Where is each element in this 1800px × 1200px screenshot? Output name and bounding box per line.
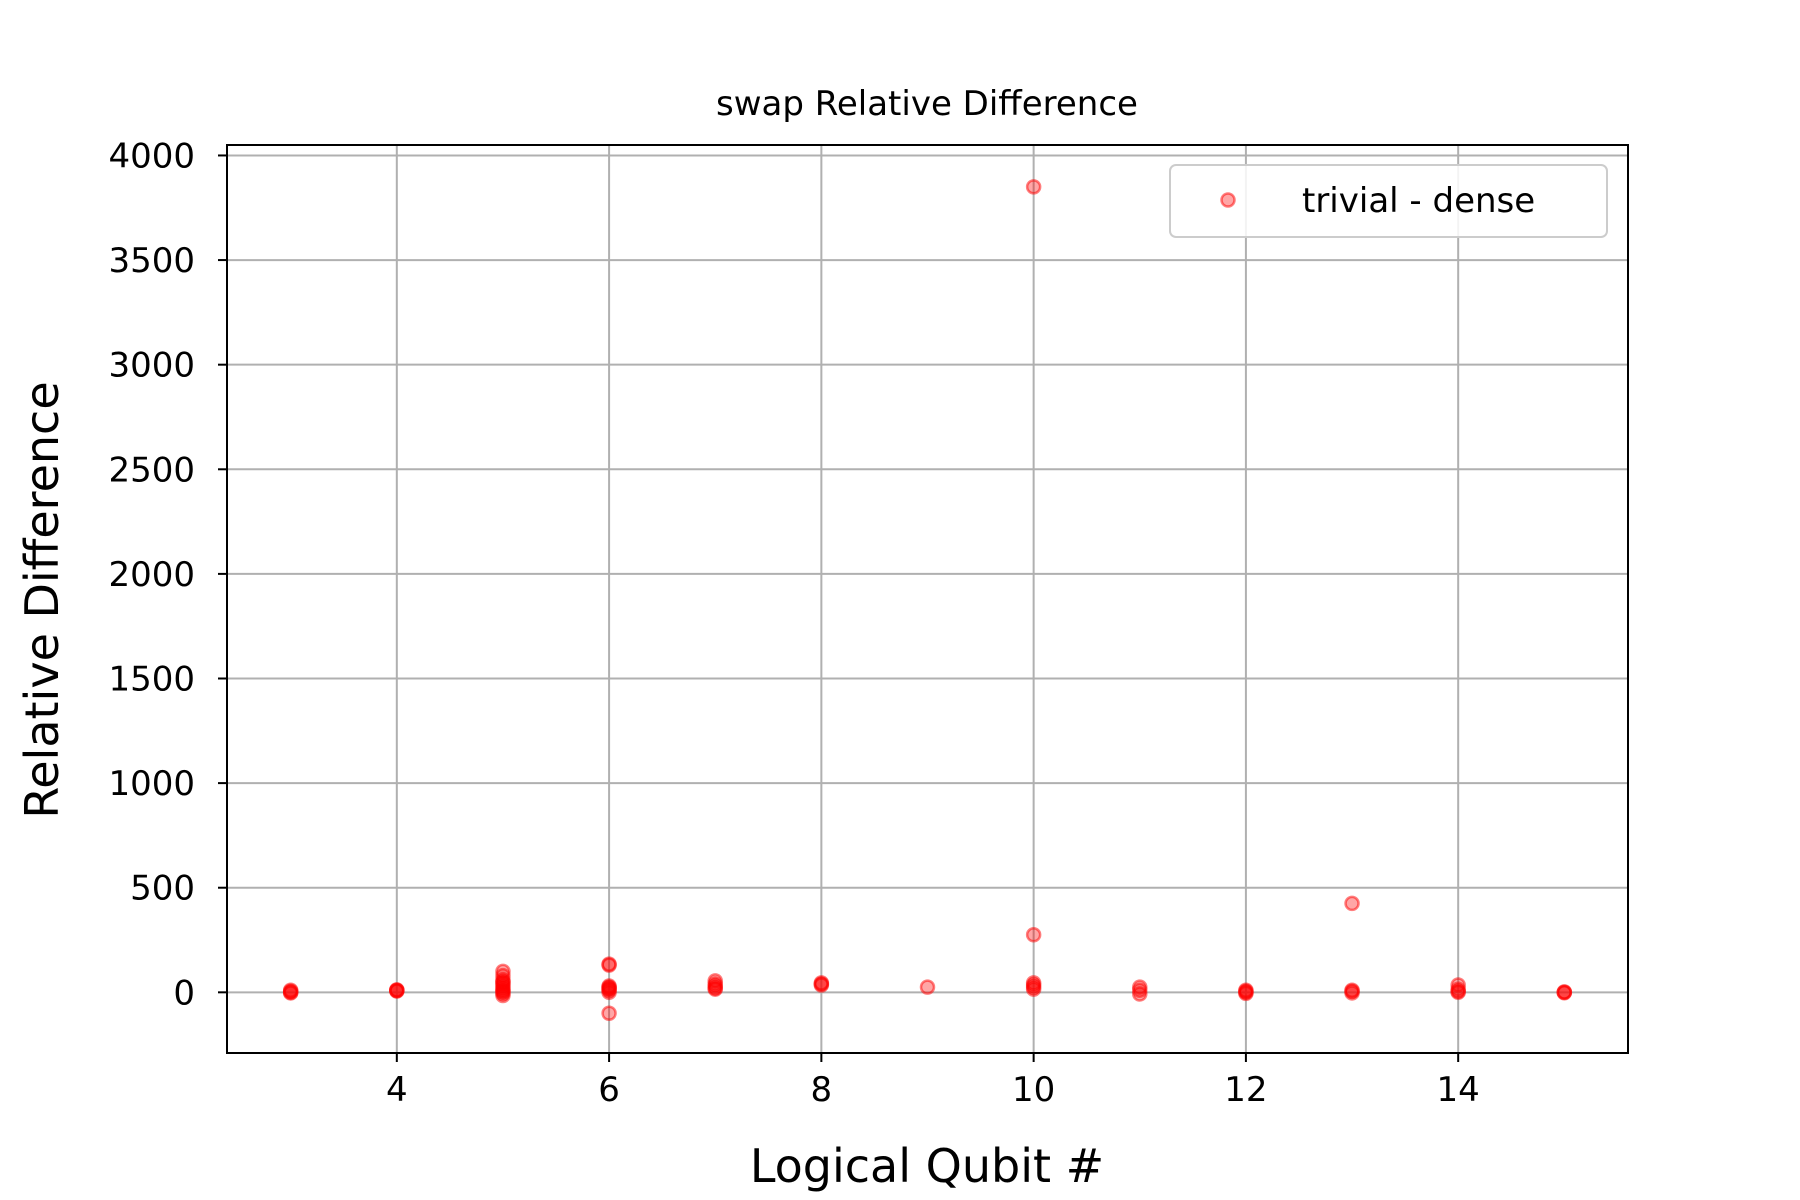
data-point xyxy=(389,983,405,999)
y-tick-label: 3500 xyxy=(108,241,195,281)
data-point xyxy=(601,957,617,973)
data-point xyxy=(813,977,830,993)
data-point xyxy=(495,974,511,990)
data-point xyxy=(1344,895,1360,912)
legend-box xyxy=(1169,164,1608,238)
data-point xyxy=(1556,984,1573,1000)
y-tick-label: 1500 xyxy=(108,660,195,700)
data-point xyxy=(601,1005,617,1021)
x-tick-label: 6 xyxy=(598,1070,620,1110)
data-point xyxy=(1450,984,1466,1001)
data-points xyxy=(282,179,1573,1021)
data-point xyxy=(919,979,936,995)
x-tick-label: 8 xyxy=(811,1070,833,1110)
y-tick-label: 3000 xyxy=(108,346,195,386)
y-tick-label: 2500 xyxy=(108,450,195,490)
data-point xyxy=(495,987,511,1004)
data-point xyxy=(601,984,617,1001)
data-point xyxy=(1132,986,1148,1002)
legend: trivial - dense xyxy=(1169,164,1608,238)
data-point xyxy=(1238,985,1254,1002)
y-tick-label: 2000 xyxy=(108,555,195,595)
x-axis-label: Logical Qubit # xyxy=(750,1139,1104,1193)
x-tick-label: 4 xyxy=(386,1070,408,1110)
y-tick-label: 1000 xyxy=(108,764,195,804)
x-tick-label: 12 xyxy=(1224,1070,1267,1110)
data-point xyxy=(282,985,299,1001)
y-axis-label: Relative Difference xyxy=(15,381,69,818)
x-tick-label: 14 xyxy=(1437,1070,1480,1110)
chart-title: swap Relative Difference xyxy=(716,84,1138,124)
plot-frame xyxy=(226,144,1629,1054)
axis-ticks: 4 6 8 10 12 14 0 500 1000 1500 2000 2500 3000 3500 400… xyxy=(108,136,1479,1110)
x-tick-label: 10 xyxy=(1012,1070,1055,1110)
y-tick-label: 500 xyxy=(130,869,195,909)
data-point xyxy=(1344,985,1360,1001)
data-point xyxy=(1025,179,1042,195)
y-tick-label: 0 xyxy=(173,973,195,1013)
data-point xyxy=(707,981,723,997)
data-point xyxy=(1025,981,1042,997)
legend-marker xyxy=(1220,192,1236,208)
y-tick-label: 4000 xyxy=(108,136,195,176)
grid-lines xyxy=(227,145,1628,1053)
data-point xyxy=(1025,927,1042,943)
legend-label: trivial - dense xyxy=(1302,181,1535,221)
